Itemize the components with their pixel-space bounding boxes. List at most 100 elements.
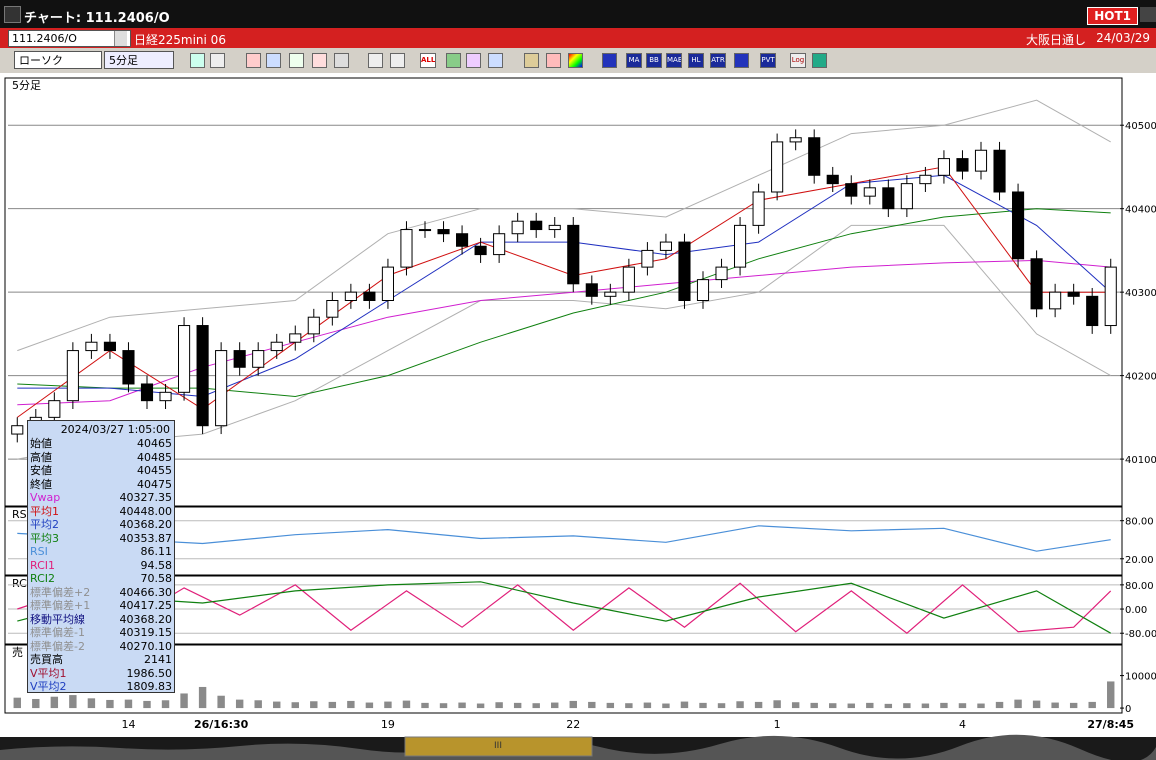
y-tick-label: 0	[1125, 704, 1131, 715]
y-tick-label: 0.00	[1125, 605, 1147, 616]
tool-icon[interactable]	[446, 53, 461, 68]
info-label: 平均1	[30, 504, 59, 518]
symbol-input[interactable]: 111.2406/O	[8, 30, 131, 47]
panel-label: RC	[12, 577, 27, 590]
volume-bar	[254, 700, 262, 709]
tool-icon[interactable]	[190, 53, 205, 68]
candle-body	[1086, 295, 1099, 327]
tool-icon[interactable]	[524, 53, 539, 68]
volume-bar	[625, 703, 633, 709]
candle-body	[289, 333, 302, 343]
candle-body	[993, 149, 1006, 193]
info-value: 70.58	[140, 572, 173, 585]
info-row: 平均3 40353.87	[28, 532, 174, 546]
info-row: RSI 86.11	[28, 545, 174, 559]
candle-body	[178, 325, 191, 393]
volume-bar	[273, 701, 281, 709]
tool-button[interactable]: MA	[626, 53, 642, 68]
tool-button[interactable]: PVT	[760, 53, 776, 68]
candle-body	[307, 316, 320, 335]
indicator-line	[17, 582, 1112, 634]
candle-body	[1067, 291, 1080, 297]
volume-bar	[217, 695, 225, 709]
volume-bar	[458, 702, 466, 709]
tool-button[interactable]: ATR	[710, 53, 726, 68]
candle-body	[270, 341, 283, 352]
candle-body	[196, 325, 209, 427]
volume-bar	[143, 700, 151, 709]
volume-bar	[662, 703, 670, 709]
info-row: 平均1 40448.00	[28, 505, 174, 519]
panel-frame	[4, 575, 1123, 645]
candle-body	[567, 224, 580, 285]
close-button[interactable]	[1140, 7, 1156, 22]
tool-icon[interactable]	[812, 53, 827, 68]
session: 大阪日通し	[1025, 33, 1086, 47]
tool-icon[interactable]	[289, 53, 304, 68]
candle-body	[344, 291, 357, 302]
hot-badge[interactable]: HOT1	[1087, 7, 1138, 25]
tool-icon[interactable]	[368, 53, 383, 68]
tool-icon[interactable]	[334, 53, 349, 68]
candle-body	[919, 174, 932, 185]
tool-button[interactable]: HL	[688, 53, 704, 68]
info-value: 40448.00	[119, 504, 173, 518]
info-panel: 2024/03/27 1:05:00 始値 40465 高値 40485 安値 40455…	[27, 420, 175, 693]
tool-icon[interactable]	[488, 53, 503, 68]
scroll-thumb[interactable]	[404, 736, 593, 757]
candle-body	[1012, 191, 1025, 260]
tool-icon[interactable]	[546, 53, 561, 68]
info-label: 安値	[30, 464, 52, 477]
info-value: 40368.20	[119, 612, 173, 626]
y-tick-label: 40200	[1125, 372, 1156, 383]
volume-bar	[180, 693, 188, 709]
candle-body	[400, 229, 413, 268]
tool-button[interactable]: ALL	[420, 53, 436, 68]
tool-button[interactable]: Log	[790, 53, 806, 68]
volume-bar	[439, 703, 448, 709]
volume-bar	[717, 703, 726, 709]
volume-bar	[328, 701, 337, 709]
interval-select[interactable]: 5分足	[104, 51, 174, 69]
tool-icon[interactable]	[312, 53, 327, 68]
tool-icon[interactable]	[568, 53, 583, 68]
volume-bar	[347, 700, 355, 709]
chart-type-select[interactable]: ローソク	[14, 51, 102, 69]
info-label: 標準偏差-1	[30, 626, 85, 639]
tool-button[interactable]: MAE	[666, 53, 682, 68]
info-label: 平均2	[30, 518, 59, 531]
tool-icon[interactable]	[266, 53, 281, 68]
info-value: 40466.30	[119, 585, 173, 599]
tool-icon[interactable]	[466, 53, 481, 68]
volume-bar	[940, 702, 948, 709]
candle-body	[863, 187, 876, 197]
tool-icon[interactable]	[246, 53, 261, 68]
x-tick-label: 4	[959, 718, 966, 731]
x-tick-label: 26/16:30	[194, 718, 249, 731]
symbol-dropdown[interactable]	[114, 31, 127, 46]
volume-bar	[532, 703, 540, 709]
info-value: 40270.10	[119, 639, 173, 653]
indicator-line	[17, 99, 1111, 352]
info-label: 終値	[30, 477, 52, 491]
volume-bar	[606, 702, 615, 709]
tool-icon[interactable]	[602, 53, 617, 68]
volume-bar	[884, 703, 893, 709]
volume-bar	[235, 699, 244, 709]
info-label: 売買高	[30, 653, 63, 666]
candle-body	[771, 141, 784, 193]
candle-body	[696, 279, 710, 302]
volume-bar	[773, 700, 781, 709]
tool-button[interactable]: BB	[646, 53, 662, 68]
info-value: 2141	[144, 653, 172, 666]
volume-bar	[402, 700, 411, 709]
info-label: 高値	[30, 450, 52, 464]
tool-icon[interactable]	[734, 53, 749, 68]
volume-bar	[866, 702, 874, 709]
tool-icon[interactable]	[210, 53, 225, 68]
volume-bar	[310, 701, 318, 709]
tool-icon[interactable]	[390, 53, 405, 68]
volume-bar	[495, 702, 503, 709]
volume-bar	[384, 701, 392, 709]
volume-bar	[569, 700, 577, 709]
